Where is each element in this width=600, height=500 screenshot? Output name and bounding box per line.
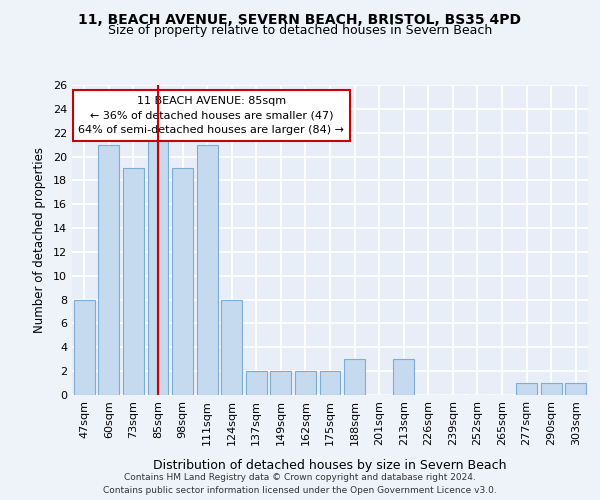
Y-axis label: Number of detached properties: Number of detached properties bbox=[33, 147, 46, 333]
Text: Contains public sector information licensed under the Open Government Licence v3: Contains public sector information licen… bbox=[103, 486, 497, 495]
Bar bbox=[344, 359, 365, 395]
Bar bbox=[98, 144, 119, 395]
Text: 11 BEACH AVENUE: 85sqm
← 36% of detached houses are smaller (47)
64% of semi-det: 11 BEACH AVENUE: 85sqm ← 36% of detached… bbox=[79, 96, 344, 136]
Text: Size of property relative to detached houses in Severn Beach: Size of property relative to detached ho… bbox=[108, 24, 492, 37]
Bar bbox=[74, 300, 95, 395]
Bar bbox=[565, 383, 586, 395]
Bar bbox=[221, 300, 242, 395]
Bar bbox=[197, 144, 218, 395]
Bar bbox=[541, 383, 562, 395]
X-axis label: Distribution of detached houses by size in Severn Beach: Distribution of detached houses by size … bbox=[153, 459, 507, 472]
Text: 11, BEACH AVENUE, SEVERN BEACH, BRISTOL, BS35 4PD: 11, BEACH AVENUE, SEVERN BEACH, BRISTOL,… bbox=[79, 12, 521, 26]
Text: Contains HM Land Registry data © Crown copyright and database right 2024.: Contains HM Land Registry data © Crown c… bbox=[124, 472, 476, 482]
Bar bbox=[320, 371, 340, 395]
Bar bbox=[271, 371, 292, 395]
Bar bbox=[393, 359, 414, 395]
Bar bbox=[516, 383, 537, 395]
Bar bbox=[295, 371, 316, 395]
Bar bbox=[246, 371, 267, 395]
Bar bbox=[172, 168, 193, 395]
Bar bbox=[148, 132, 169, 395]
Bar bbox=[123, 168, 144, 395]
